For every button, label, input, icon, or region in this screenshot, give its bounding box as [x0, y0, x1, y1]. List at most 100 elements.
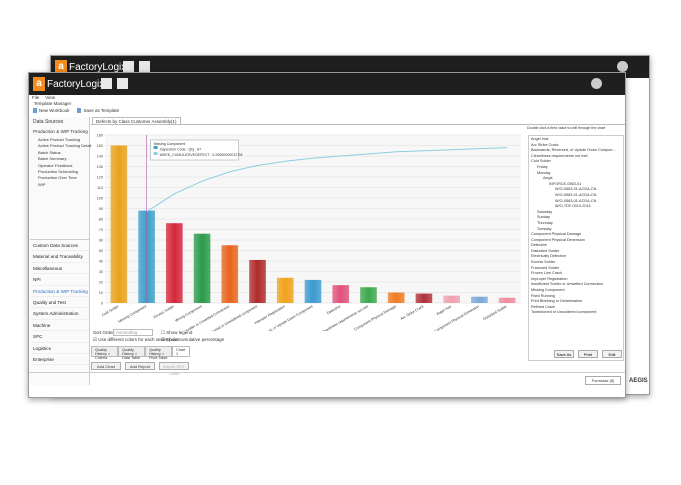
doc-icon[interactable] — [117, 78, 128, 89]
tree-item[interactable]: Component Physical Damage — [531, 232, 582, 237]
colors-checkbox[interactable]: ☑ Use different colors for each series p… — [93, 337, 179, 342]
tree-item[interactable]: Missing Component — [531, 288, 565, 293]
category-item[interactable]: Enterprise — [30, 354, 89, 366]
x-tick-label: Defective — [326, 304, 341, 315]
footer-button[interactable]: Export SPC Chart — [159, 362, 189, 376]
home-icon[interactable] — [101, 78, 112, 89]
user-icon[interactable] — [617, 61, 628, 72]
category-item[interactable]: Miscellaneous — [30, 263, 89, 275]
report-item[interactable]: Batch Status — [38, 149, 61, 155]
tree-item[interactable]: Component Physical Dimension — [531, 237, 585, 242]
tree-item[interactable]: Cold Solder — [531, 159, 551, 164]
tree-item[interactable]: Sunday — [537, 215, 550, 220]
tree-item[interactable]: Arc Strike Crack — [531, 142, 559, 147]
report-item[interactable]: Production Scheduling — [38, 169, 79, 175]
report-item[interactable]: Batch Summary — [38, 156, 67, 162]
toolbar-button[interactable]: Save as Template — [77, 108, 120, 113]
group-title: Production & WIP Tracking — [33, 129, 88, 134]
category-item[interactable]: Material and Traceability — [30, 251, 89, 263]
y-tick-label: 80 — [99, 217, 103, 221]
menu-item[interactable]: View — [45, 95, 55, 100]
bottom-tab[interactable]: Quality History > Criteria — [91, 346, 118, 360]
status-button[interactable]: Formulas (8) — [585, 376, 621, 385]
bar — [471, 296, 488, 303]
home-icon[interactable] — [123, 61, 134, 72]
x-tick-label: Cold Solder — [101, 304, 120, 317]
bottom-tabs: Quality History > Criteria Quality Histor… — [91, 346, 190, 360]
menu-bar: File View — [32, 95, 55, 101]
logo: a FactoryLogix — [33, 77, 104, 91]
legend-checkbox[interactable]: ☐ Show legend — [161, 330, 193, 335]
tree-item[interactable]: Insufficient Solder or Unwetted Connecti… — [531, 282, 603, 287]
tooltip-swatch — [153, 152, 158, 155]
cumulative-checkbox[interactable]: ☑ Show cumulative percentage — [161, 337, 225, 342]
report-item[interactable]: Production Over Time — [38, 175, 77, 181]
tree-item[interactable]: Print Blobbing or Delamination — [531, 299, 583, 304]
category-item[interactable]: Machine — [30, 320, 89, 332]
tree-hint: Double click a field value to drill thro… — [527, 126, 606, 130]
footer-button[interactable]: Add Chart — [91, 362, 121, 370]
tree-item[interactable]: W/O-0563-01-ACDA-CN — [555, 198, 597, 203]
tree-item[interactable]: Friday — [537, 164, 548, 169]
category-item[interactable]: Logistics — [30, 343, 89, 354]
document-tab[interactable]: Defects by Class Customer Assembly(1) — [92, 117, 181, 125]
chart-button[interactable]: Edit — [602, 350, 622, 358]
chart-button[interactable]: Save As — [554, 350, 574, 358]
tree-item[interactable]: W/O-TDF-0010-2014 — [555, 204, 591, 209]
tree-item[interactable]: Defective — [531, 243, 547, 248]
cumulative-line — [146, 147, 508, 213]
menu-item[interactable]: File — [32, 95, 40, 100]
tree-item[interactable]: W/O-0563-01-ACDA-CN — [555, 192, 597, 197]
category-item[interactable]: SPC — [30, 331, 89, 343]
category-item[interactable]: System Administration — [30, 308, 89, 320]
bottom-tab[interactable]: Quality History > Data Table — [118, 346, 145, 360]
tree-item[interactable]: Thursday — [537, 220, 553, 225]
sort-dropdown[interactable]: Ascending — [113, 329, 153, 336]
logo: a FactoryLogix — [55, 60, 126, 74]
panel-header: Data Sources — [33, 119, 64, 125]
app-name: FactoryLogix — [47, 78, 105, 90]
tree-item[interactable]: Backwards, Reversed, or Upside Down Comp… — [531, 148, 616, 153]
doc-icon[interactable] — [139, 61, 150, 72]
checkbox-label: Show legend — [166, 330, 193, 335]
report-item[interactable]: Active Product Tracking — [38, 137, 81, 142]
front-window: a FactoryLogix File View Template Manager … — [28, 72, 626, 398]
bottom-tab[interactable]: Quality History > Pivot Table — [145, 346, 172, 360]
footer-button[interactable]: Add Report — [125, 362, 155, 370]
tree-item[interactable]: Frozen Line Crack — [531, 271, 563, 276]
tree-item[interactable]: Angel Hair — [531, 137, 549, 141]
bar — [110, 145, 128, 303]
report-item[interactable]: Active Product Tracking Detail — [38, 143, 92, 149]
tree-item[interactable]: Excess Solder — [531, 260, 556, 265]
tree-item[interactable]: Improper Registration — [531, 276, 568, 281]
user-icon[interactable] — [591, 78, 602, 89]
tree-item[interactable]: Aegis — [543, 176, 553, 181]
category-item[interactable]: Quality and Test — [30, 297, 89, 309]
tree-item[interactable]: Saturday — [537, 209, 553, 214]
tree-item[interactable]: INFORCE-0563-01 — [549, 181, 582, 186]
report-item[interactable]: WIP — [38, 181, 46, 187]
tree-item[interactable]: Monday — [537, 170, 551, 175]
bar — [360, 287, 377, 303]
bottom-tab[interactable]: Chart 1 — [172, 346, 190, 357]
tree-item[interactable]: Tombstoned or Unsoldered component — [531, 310, 597, 315]
tree-item[interactable]: W/O-0563-01-ACDA-CN — [555, 187, 597, 192]
chart-button[interactable]: Print — [578, 350, 598, 358]
category-list: Custom Data Sources Material and Traceabi… — [30, 239, 89, 366]
tree-item[interactable]: Paint Running — [531, 293, 555, 298]
tree-item[interactable]: Disturbed Solder — [531, 248, 560, 253]
category-item[interactable]: Production & WIP Tracking — [30, 286, 89, 297]
toolbar-button[interactable]: New Workbook — [33, 108, 70, 113]
tree-item[interactable]: Cleanliness requirements not met — [531, 153, 588, 158]
tree-item[interactable]: Fractured Solder — [531, 265, 560, 270]
x-tick-label: Component Physical Dimension — [434, 304, 480, 331]
tree-item[interactable]: Tuesday — [537, 226, 552, 231]
tree-item[interactable]: Electrically Defective — [531, 254, 567, 259]
x-tick-label: Angel Hair — [436, 304, 453, 316]
report-item[interactable]: Operator Feedback — [38, 162, 73, 168]
category-item[interactable]: NPI — [30, 274, 89, 286]
y-tick-label: 30 — [99, 270, 103, 274]
category-item[interactable]: Custom Data Sources — [30, 240, 89, 252]
tree-item[interactable]: Refined Crack — [531, 304, 556, 309]
